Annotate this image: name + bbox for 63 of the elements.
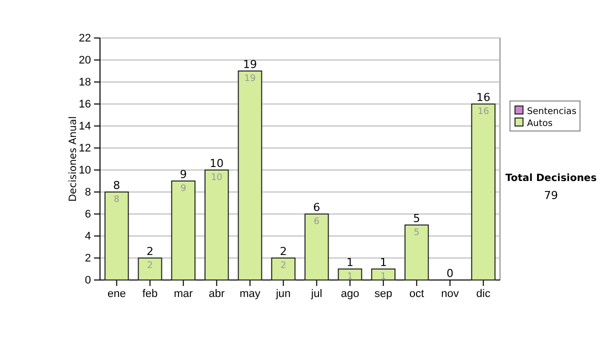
y-tick-label: 10 [78,164,91,177]
data-label: 2 [280,261,286,271]
total-label: 2 [280,245,287,258]
x-tick-label: oct [409,288,424,300]
data-label: 2 [147,261,153,271]
total-label: 1 [346,256,354,269]
bar [338,268,362,280]
data-label: 1 [347,272,353,282]
x-tick-label: jun [274,288,291,300]
bar [238,70,262,280]
data-label: 16 [478,107,490,117]
data-label: 6 [314,217,320,227]
total-label: 2 [146,245,154,258]
legend-label: Autos [527,119,553,129]
y-tick-label: 16 [78,98,91,111]
data-label: 8 [114,195,120,205]
bar [304,214,329,280]
total-label: 19 [243,58,257,71]
total-label: 1 [380,256,387,269]
bar [271,258,296,280]
y-tick-label: 20 [78,54,91,67]
y-tick-label: 14 [78,120,91,133]
bar [104,192,129,280]
bar [171,180,196,280]
y-tick-label: 12 [78,142,91,155]
y-tick-label: 4 [84,230,91,243]
data-label: 5 [414,228,420,238]
x-tick-label: feb [142,288,158,300]
bar [471,104,496,280]
data-label: 10 [210,173,223,183]
text: Total Decisiones [505,173,597,184]
x-tick-label: ago [340,288,360,300]
total-label: 5 [413,212,420,225]
bar [371,268,396,280]
x-tick-label: mar [174,288,194,300]
y-tick-label: 18 [78,76,91,89]
data-label: 19 [244,74,256,84]
y-tick-label: 0 [84,274,91,287]
y-tick-label: 6 [84,208,91,221]
total-label: 16 [476,91,490,104]
y-tick-label: 2 [84,252,91,265]
y-axis-title: Decisiones Anual [68,116,79,202]
total-label: 10 [210,157,224,170]
x-tick-label: may [240,288,261,300]
x-tick-label: dic [476,288,491,300]
bar [404,224,429,280]
bar [204,170,229,280]
total-label: 8 [113,179,120,192]
x-tick-label: nov [441,288,460,300]
total-label: 0 [446,267,454,280]
y-tick-label: 8 [84,186,91,199]
legend-label: Sentencias [527,107,577,117]
total-label: 6 [313,201,320,214]
x-tick-label: sep [374,288,392,300]
x-tick-label: abr [208,288,225,300]
x-tick-label: ene [107,288,126,300]
y-tick-label: 22 [78,32,91,45]
data-label: 1 [380,272,386,282]
total-label: 9 [180,168,187,181]
data-label: 9 [180,184,186,194]
bar [138,258,162,280]
x-tick-label: jul [310,288,322,300]
text: 79 [544,189,558,202]
